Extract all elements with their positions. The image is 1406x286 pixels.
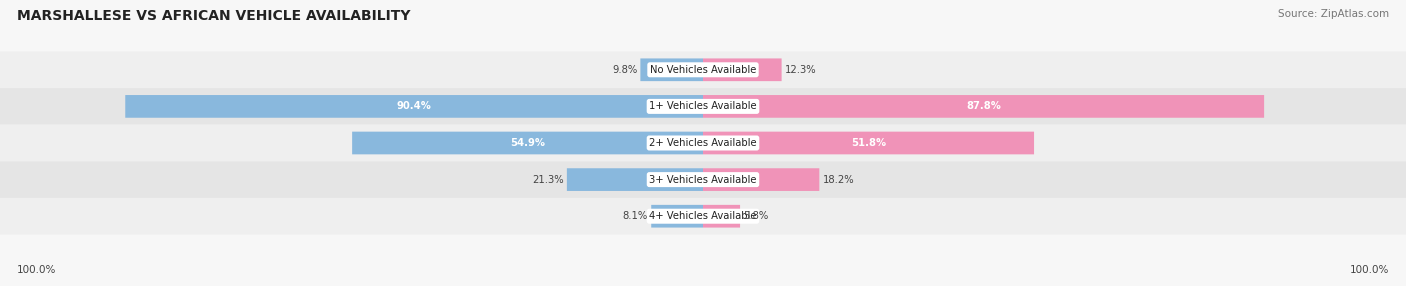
FancyBboxPatch shape	[0, 125, 1406, 161]
Text: 2+ Vehicles Available: 2+ Vehicles Available	[650, 138, 756, 148]
Text: 21.3%: 21.3%	[531, 175, 564, 184]
Text: 90.4%: 90.4%	[396, 102, 432, 111]
Text: 18.2%: 18.2%	[823, 175, 853, 184]
Text: 87.8%: 87.8%	[966, 102, 1001, 111]
Text: No Vehicles Available: No Vehicles Available	[650, 65, 756, 75]
Text: Source: ZipAtlas.com: Source: ZipAtlas.com	[1278, 9, 1389, 19]
Text: 100.0%: 100.0%	[1350, 265, 1389, 275]
FancyBboxPatch shape	[352, 132, 703, 154]
Text: 54.9%: 54.9%	[510, 138, 546, 148]
FancyBboxPatch shape	[0, 198, 1406, 235]
Text: 51.8%: 51.8%	[851, 138, 886, 148]
Text: 3+ Vehicles Available: 3+ Vehicles Available	[650, 175, 756, 184]
Text: 4+ Vehicles Available: 4+ Vehicles Available	[650, 211, 756, 221]
Text: 8.1%: 8.1%	[623, 211, 648, 221]
FancyBboxPatch shape	[703, 58, 782, 81]
Text: 100.0%: 100.0%	[17, 265, 56, 275]
FancyBboxPatch shape	[0, 51, 1406, 88]
FancyBboxPatch shape	[0, 161, 1406, 198]
Text: 5.8%: 5.8%	[744, 211, 769, 221]
FancyBboxPatch shape	[703, 132, 1033, 154]
FancyBboxPatch shape	[651, 205, 703, 228]
Text: 9.8%: 9.8%	[612, 65, 637, 75]
Text: MARSHALLESE VS AFRICAN VEHICLE AVAILABILITY: MARSHALLESE VS AFRICAN VEHICLE AVAILABIL…	[17, 9, 411, 23]
FancyBboxPatch shape	[0, 88, 1406, 125]
FancyBboxPatch shape	[703, 168, 820, 191]
Text: 12.3%: 12.3%	[785, 65, 817, 75]
FancyBboxPatch shape	[703, 205, 740, 228]
FancyBboxPatch shape	[567, 168, 703, 191]
FancyBboxPatch shape	[703, 95, 1264, 118]
Text: 1+ Vehicles Available: 1+ Vehicles Available	[650, 102, 756, 111]
FancyBboxPatch shape	[640, 58, 703, 81]
FancyBboxPatch shape	[125, 95, 703, 118]
